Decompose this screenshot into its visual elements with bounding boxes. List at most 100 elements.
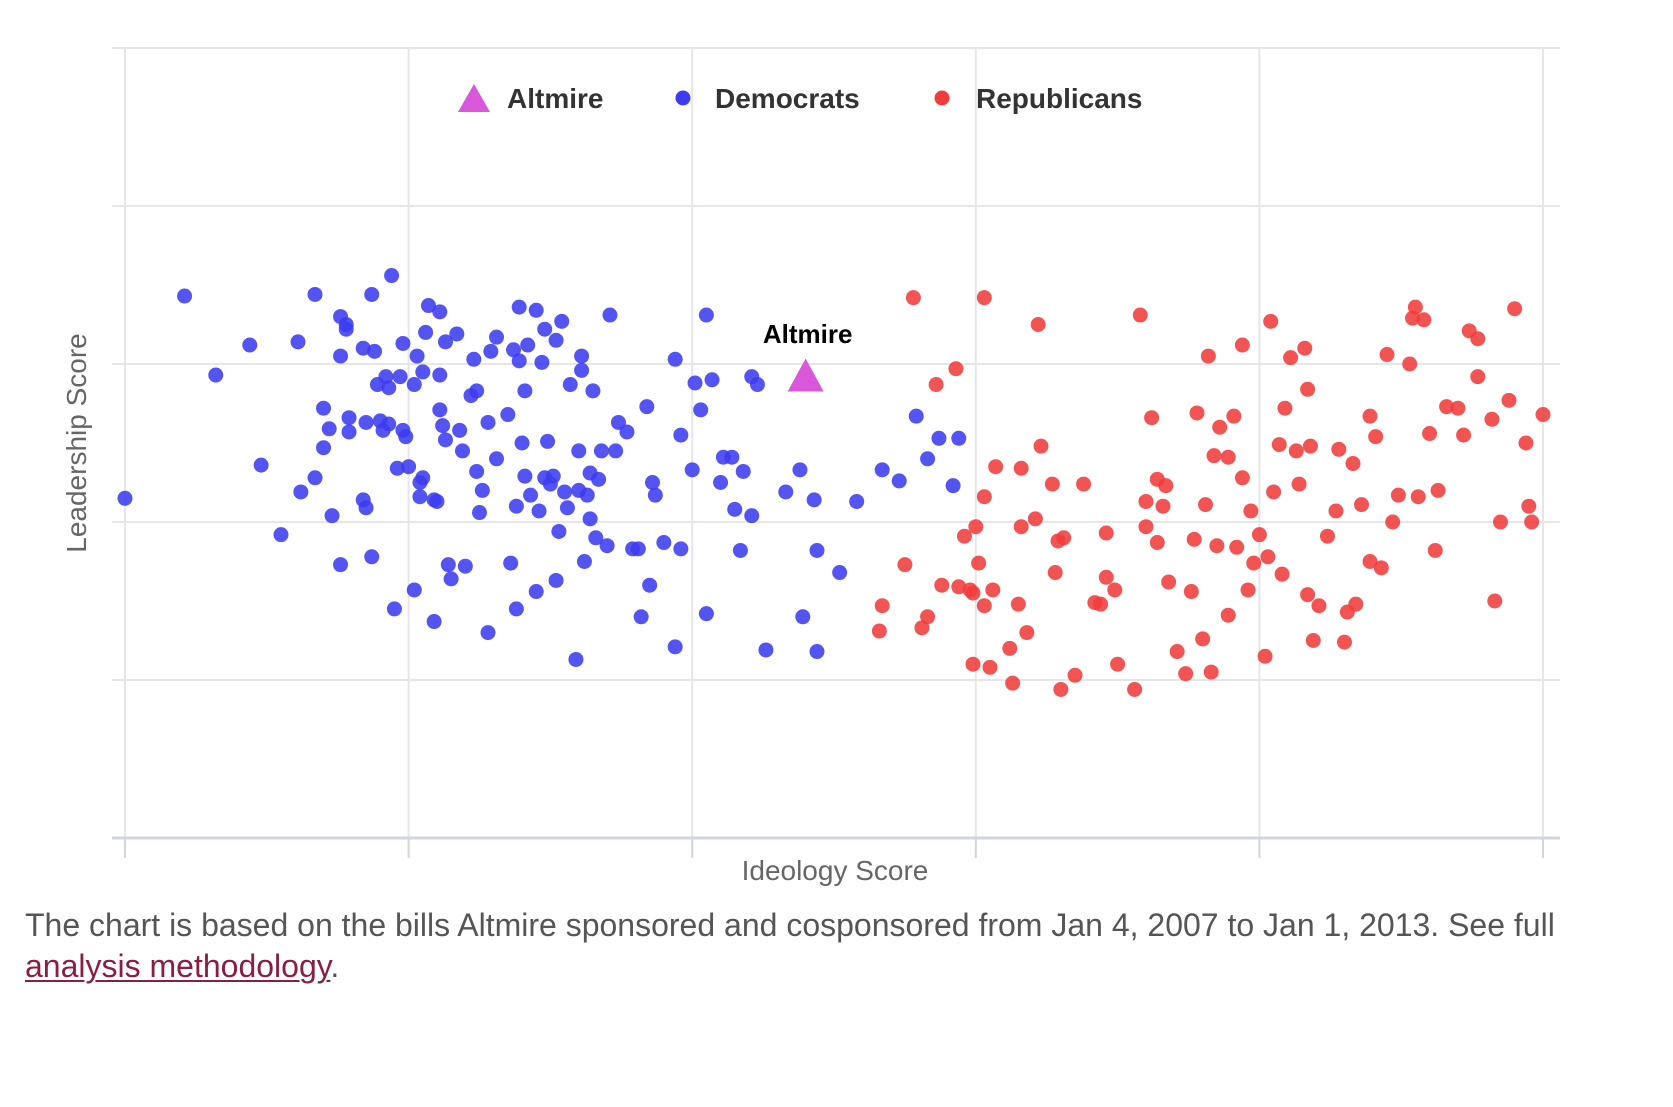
republicans-point bbox=[1319, 528, 1335, 544]
democrats-point bbox=[457, 558, 473, 574]
democrats-point bbox=[273, 527, 289, 543]
republicans-point bbox=[1450, 400, 1466, 416]
republicans-point bbox=[982, 659, 998, 675]
democrats-point bbox=[437, 334, 453, 350]
republicans-point bbox=[962, 582, 978, 598]
democrats-point bbox=[364, 286, 380, 302]
democrats-point bbox=[537, 321, 553, 337]
republicans-point bbox=[1053, 681, 1069, 697]
republicans-point bbox=[1013, 460, 1029, 476]
democrats-point bbox=[724, 449, 740, 465]
democrats-point bbox=[452, 422, 468, 438]
republicans-point bbox=[1200, 348, 1216, 364]
democrats-point bbox=[548, 332, 564, 348]
legend-label-altmire[interactable]: Altmire bbox=[507, 83, 603, 114]
democrats-point bbox=[449, 326, 465, 342]
democrats-point bbox=[420, 298, 436, 314]
republicans-point bbox=[1107, 582, 1123, 598]
x-axis-label: Ideology Score bbox=[742, 855, 929, 886]
republicans-point bbox=[1492, 514, 1508, 530]
republicans-point bbox=[1013, 519, 1029, 535]
democrats-point bbox=[432, 367, 448, 383]
republicans-point bbox=[1161, 574, 1177, 590]
democrats-point bbox=[500, 407, 516, 423]
democrats-point bbox=[633, 609, 649, 625]
democrats-point bbox=[293, 484, 309, 500]
democrats-point bbox=[432, 304, 448, 320]
republicans-point bbox=[1257, 648, 1273, 664]
republicans-point bbox=[1132, 307, 1148, 323]
democrats-point bbox=[523, 487, 539, 503]
republicans-point bbox=[1220, 449, 1236, 465]
democrats-point bbox=[849, 493, 865, 509]
republicans-point bbox=[988, 459, 1004, 475]
democrats-point bbox=[508, 601, 524, 617]
democrats-point bbox=[341, 424, 357, 440]
democrats-point bbox=[809, 644, 825, 660]
republicans-point bbox=[1127, 681, 1143, 697]
republicans-point bbox=[1056, 530, 1072, 546]
democrats-point bbox=[367, 343, 383, 359]
republicans-point bbox=[1263, 313, 1279, 329]
altmire-marker bbox=[787, 358, 824, 392]
democrats-point bbox=[426, 614, 442, 630]
democrats-point bbox=[409, 348, 425, 364]
democrats-point bbox=[242, 337, 258, 353]
republicans-point bbox=[1226, 408, 1242, 424]
democrats-point bbox=[540, 433, 556, 449]
democrats-point bbox=[667, 639, 683, 655]
republicans-point bbox=[1521, 498, 1537, 514]
democrats-point bbox=[517, 383, 533, 399]
republicans-point bbox=[1407, 299, 1423, 315]
democrats-point bbox=[474, 482, 490, 498]
democrats-point bbox=[440, 557, 456, 573]
republicans-point bbox=[871, 623, 887, 639]
data-points: Altmire bbox=[117, 268, 1551, 697]
democrats-point bbox=[548, 572, 564, 588]
democrats-point bbox=[951, 430, 967, 446]
democrats-point bbox=[406, 377, 422, 393]
republicans-point bbox=[1402, 356, 1418, 372]
republicans-point bbox=[1243, 503, 1259, 519]
democrats-point bbox=[503, 555, 519, 571]
republicans-point bbox=[1373, 560, 1389, 576]
democrats-point bbox=[582, 511, 598, 527]
democrats-point bbox=[401, 459, 417, 475]
democrats-point bbox=[514, 435, 530, 451]
legend-label-democrats[interactable]: Democrats bbox=[715, 83, 860, 114]
democrats-point bbox=[557, 484, 573, 500]
republicans-point bbox=[1149, 535, 1165, 551]
republicans-point bbox=[1385, 514, 1401, 530]
republicans-point bbox=[956, 528, 972, 544]
republicans-point bbox=[1288, 443, 1304, 459]
republicans-point bbox=[1260, 549, 1276, 565]
democrats-point bbox=[398, 429, 414, 445]
republicans-point bbox=[874, 598, 890, 614]
republicans-point bbox=[1439, 399, 1455, 415]
republicans-point bbox=[1328, 503, 1344, 519]
republicans-point bbox=[1331, 441, 1347, 457]
analysis-methodology-link[interactable]: analysis methodology bbox=[25, 948, 331, 984]
democrats-point bbox=[647, 487, 663, 503]
legend-label-republicans[interactable]: Republicans bbox=[976, 83, 1142, 114]
democrats-point bbox=[480, 414, 496, 430]
republicans-point bbox=[1274, 566, 1290, 582]
democrats-point bbox=[415, 364, 431, 380]
democrats-point bbox=[358, 414, 374, 430]
republicans-point bbox=[976, 290, 992, 306]
republicans-point bbox=[1229, 539, 1245, 555]
republicans-point bbox=[914, 620, 930, 636]
democrats-point bbox=[437, 432, 453, 448]
republicans-point bbox=[1138, 493, 1154, 509]
democrats-point bbox=[619, 424, 635, 440]
republicans-point bbox=[1430, 482, 1446, 498]
republicans-point bbox=[976, 598, 992, 614]
legend-triangle-icon bbox=[458, 84, 490, 112]
democrats-point bbox=[744, 508, 760, 524]
democrats-point bbox=[571, 443, 587, 459]
democrats-point bbox=[406, 582, 422, 598]
legend: Altmire Democrats Republicans bbox=[458, 83, 1142, 114]
democrats-point bbox=[704, 372, 720, 388]
republicans-point bbox=[1169, 644, 1185, 660]
democrats-point bbox=[333, 557, 349, 573]
